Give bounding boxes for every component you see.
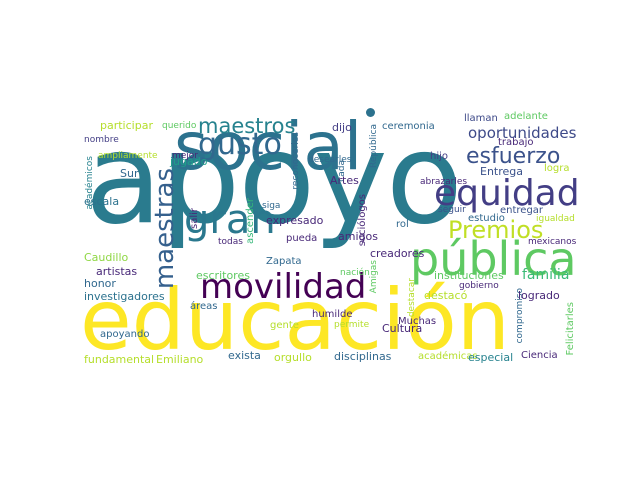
word-siga: siga [262,201,281,211]
word-fundamental: fundamental [84,353,155,366]
word-disciplinas: disciplinas [334,350,392,363]
word-pueda: pueda [286,233,318,244]
word-zapata: Zapata [266,256,302,267]
word-amigos: amigos [338,230,378,243]
word-oportunidades: oportunidades [468,124,577,142]
word-gobierno: gobierno [459,281,499,291]
word-educacion: educación [80,271,511,369]
word-instituciones: instituciones [434,269,504,282]
word-felicitarles: Felicitarles [565,302,576,356]
word-ceremonia: ceremonia [382,121,435,132]
word-emiliano: Emiliano [156,353,204,366]
word-todas: todas [218,237,243,247]
word-destaco: destacó [424,289,468,302]
word-escritores: escritores [196,269,250,282]
word-gusto: gusto [198,127,282,162]
word-gran: gran [184,197,276,243]
word-logra: logra [544,163,570,174]
word-permite: permite [334,320,370,330]
word-ascender: ascender [245,198,256,244]
word-entregar: entregar [500,205,544,216]
word-humilde: humilde [312,309,353,320]
word-nombre: nombre [84,135,119,145]
word-querido: querido [162,121,197,131]
word-cultura: Cultura [382,322,423,335]
word-maestros: maestros [198,114,296,138]
word-nacion: nación [340,268,370,278]
word-artes: Artes [330,174,359,187]
word-movilidad: movilidad [200,267,367,307]
word-muchas: Muchas [398,316,437,327]
word-destacar: destacar [407,278,417,318]
word-adelante: adelante [504,111,548,122]
word-mexicanos: mexicanos [528,237,577,247]
word-entrega: Entrega [480,165,524,178]
word-desearles: desearles [308,155,352,165]
word-expresado: expresado [266,214,324,227]
word-academicas: académicas [418,351,478,362]
word-republica: República [369,124,379,168]
word-premios: Premios [448,216,544,244]
word-hijo: hijo [430,151,449,162]
word-sur: Sur [120,167,139,180]
word-estudio: estudio [468,213,505,224]
word-esfuerzo: esfuerzo [466,144,561,169]
word-apoyando: apoyando [100,329,150,340]
word-artistas: artistas [96,265,138,278]
word-exista: exista [228,349,261,362]
word-participar: participar [100,119,153,132]
word-rol: rol [396,219,409,230]
word-mejor: mejor [172,151,199,161]
word-orgullo: orgullo [274,351,312,364]
word-equidad: equidad [434,173,580,214]
word-abrazarles: abrazarles [420,177,468,187]
word-caudillo: Caudillo [84,251,129,264]
word-cloud: apoyo educación social pública equidad m… [80,108,580,368]
word-ciencia: Ciencia [521,350,558,361]
word-areas: áreas [190,301,218,312]
word-reconocerles: reconocerles [291,132,301,190]
word-maestras: maestras [150,168,180,290]
word-familia: familia [522,267,570,283]
word-salir: salir [189,208,200,230]
word-especial: especial [468,351,514,364]
word-social: social [174,108,363,185]
word-seguir: seguir [438,205,466,215]
word-logrado: logrado [518,289,560,302]
word-llaman: llaman [464,113,498,124]
word-investigadores: investigadores [84,290,165,303]
word-escala: escala [84,195,120,208]
word-trabajo: trabajo [498,137,534,148]
word-gente: gente [270,320,299,331]
word-igualdad: igualdad [536,214,575,224]
dot-mark [366,108,375,117]
word-jugado: jugado [170,155,208,168]
word-apoyo: apoyo [85,105,463,252]
word-dijo: dijo [332,121,352,134]
word-amigas: Amigas [369,260,379,294]
word-honor: honor [84,277,116,290]
word-creadores: creadores [370,247,425,260]
word-publica: pública [410,232,577,286]
word-ampliamente: ampliamente [98,151,158,161]
